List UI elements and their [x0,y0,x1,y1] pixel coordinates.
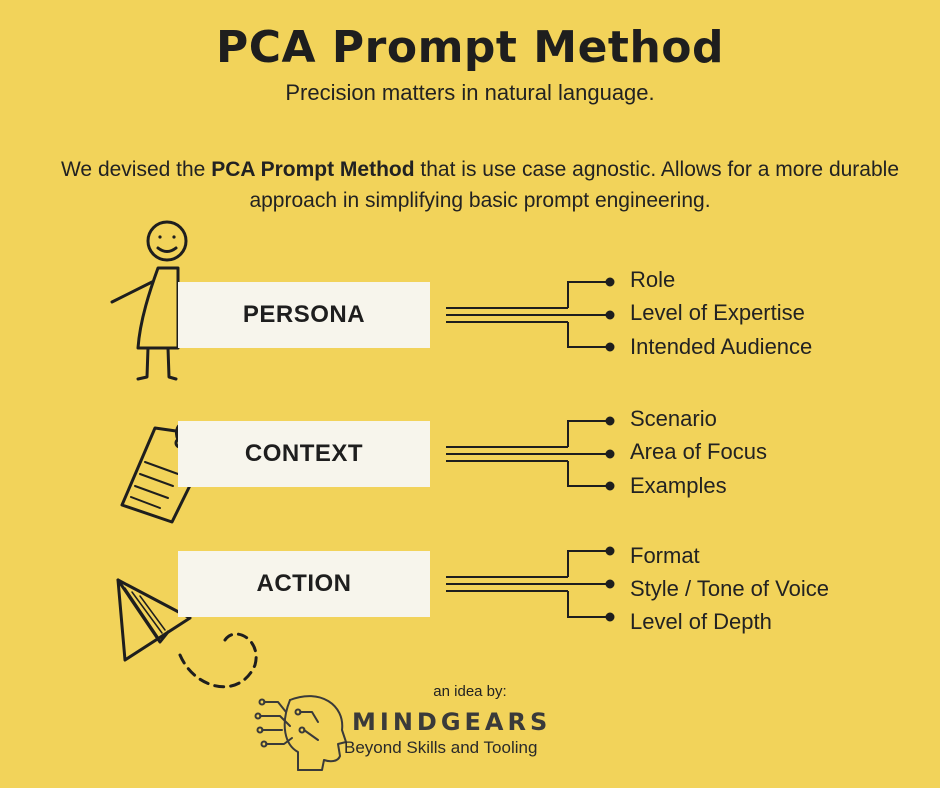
brand-tagline: Beyond Skills and Tooling [344,738,538,757]
action-item-format: Format [630,543,700,568]
circuit-head-icon [254,695,347,771]
page-title: PCA Prompt Method [216,22,724,73]
action-item-style: Style / Tone of Voice [630,576,829,601]
intro-text-after: that is use case agnostic. Allows for a … [249,158,899,212]
connector-context [446,416,615,491]
persona-item-expertise: Level of Expertise [630,300,805,325]
intro-text-before: We devised the [60,158,212,181]
page-subtitle: Precision matters in natural language. [285,80,655,105]
section-label-action: ACTION [178,551,430,617]
intro-paragraph: We devised the PCA Prompt Method that is… [40,154,920,216]
brand-name: MINDGEARS [352,708,552,736]
section-label-persona: PERSONA [178,282,430,348]
connector-persona [446,277,615,352]
context-item-examples: Examples [630,473,727,498]
intro-text-bold: PCA Prompt Method [211,158,415,181]
context-item-scenario: Scenario [630,406,717,431]
context-item-focus: Area of Focus [630,439,767,464]
action-item-depth: Level of Depth [630,609,772,634]
persona-item-audience: Intended Audience [630,334,813,359]
credit-label: an idea by: [433,683,507,700]
stick-figure-icon [110,220,217,381]
persona-item-role: Role [630,267,676,292]
section-label-context: CONTEXT [178,421,430,487]
connector-action [446,546,615,622]
paper-plane-icon [116,578,258,689]
